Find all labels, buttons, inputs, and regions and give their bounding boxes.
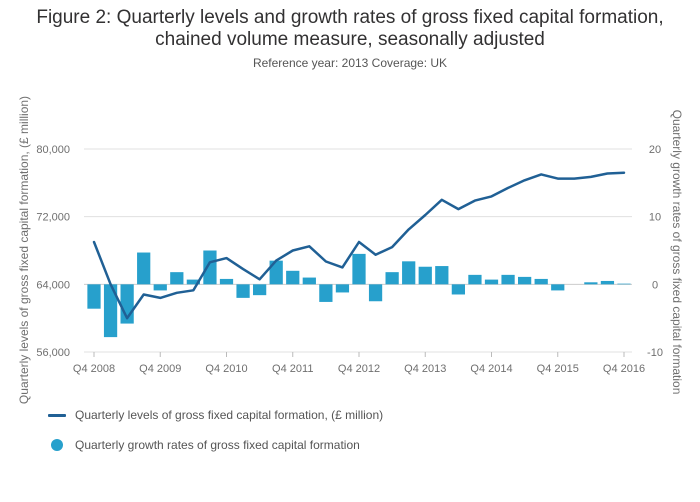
right-tick-label: 0	[652, 279, 658, 291]
x-axis-ticks: Q4 2008 Q4 2009 Q4 2010 Q4 2011 Q4 2012 Q4 20…	[73, 352, 645, 375]
x-tick-label: Q4 2012	[338, 363, 380, 375]
gridlines	[84, 148, 632, 353]
growth-bar	[137, 252, 151, 285]
growth-bar	[600, 280, 615, 285]
growth-bar	[203, 250, 217, 285]
x-tick-label: Q4 2008	[73, 363, 115, 375]
growth-bar	[617, 283, 631, 285]
left-tick-label: 56,000	[36, 347, 70, 359]
x-tick-label: Q4 2011	[272, 363, 313, 375]
growth-bar	[302, 277, 316, 285]
growth-bar	[468, 274, 482, 285]
x-tick-label: Q4 2016	[603, 363, 645, 375]
chart-title-line-2: chained volume measure, seasonally adjus…	[155, 29, 545, 50]
growth-bar	[518, 276, 532, 285]
growth-bar	[219, 278, 234, 285]
growth-bar	[87, 284, 101, 309]
x-tick-label: Q4 2015	[537, 363, 579, 375]
growth-bar	[402, 261, 416, 285]
legend-item-levels[interactable]: Quarterly levels of gross fixed capital …	[48, 406, 383, 424]
growth-bar	[385, 272, 399, 285]
growth-bar	[170, 272, 184, 285]
legend-item-growth[interactable]: Quarterly growth rates of gross fixed ca…	[48, 436, 383, 454]
left-tick-label: 80,000	[36, 144, 70, 156]
x-tick-label: Q4 2010	[205, 363, 247, 375]
growth-bar	[236, 284, 250, 298]
growth-bar	[319, 284, 333, 302]
growth-bar	[269, 260, 283, 285]
growth-bar	[253, 284, 267, 296]
right-tick-label: -10	[647, 347, 663, 359]
growth-bar	[418, 266, 432, 285]
growth-bar	[551, 284, 565, 291]
left-axis-title: Quarterly levels of gross fixed capital …	[17, 96, 31, 404]
legend-line-swatch	[48, 413, 66, 417]
growth-bar	[368, 284, 383, 302]
growth-bar	[534, 278, 548, 285]
right-axis-ticks: 20 10 0 -10	[647, 144, 663, 359]
left-axis-ticks: 80,000 72,000 64,000 56,000	[36, 144, 70, 359]
chart-title-line-1: Figure 2: Quarterly levels and growth ra…	[36, 7, 664, 28]
growth-bar	[584, 282, 598, 285]
x-tick-label: Q4 2009	[139, 363, 181, 375]
growth-bar	[484, 279, 499, 285]
legend-label-growth: Quarterly growth rates of gross fixed ca…	[75, 438, 360, 452]
legend-label-levels: Quarterly levels of gross fixed capital …	[75, 408, 384, 422]
x-tick-label: Q4 2014	[470, 363, 512, 375]
growth-bar	[286, 270, 300, 285]
left-tick-label: 72,000	[36, 212, 70, 224]
right-tick-label: 10	[649, 212, 661, 224]
growth-bar	[103, 284, 118, 338]
left-tick-label: 64,000	[36, 279, 70, 291]
growth-bar	[435, 266, 449, 285]
growth-bars	[87, 250, 631, 338]
right-tick-label: 20	[649, 144, 661, 156]
right-axis-title: Quarterly growth rates of gross fixed ca…	[670, 110, 684, 395]
levels-line	[92, 171, 626, 320]
x-tick-label: Q4 2013	[404, 363, 446, 375]
legend: Quarterly levels of gross fixed capital …	[48, 406, 383, 466]
growth-bar	[451, 284, 465, 295]
chart-title: Figure 2: Quarterly levels and growth ra…	[0, 7, 700, 51]
growth-bar	[501, 274, 515, 285]
chart-subtitle: Reference year: 2013 Coverage: UK	[252, 56, 448, 70]
growth-bar	[153, 284, 167, 291]
growth-bar	[186, 279, 200, 285]
growth-bar	[335, 284, 350, 293]
growth-bar	[352, 253, 366, 285]
legend-dot-swatch	[51, 439, 63, 451]
levels-line-group	[92, 171, 626, 320]
